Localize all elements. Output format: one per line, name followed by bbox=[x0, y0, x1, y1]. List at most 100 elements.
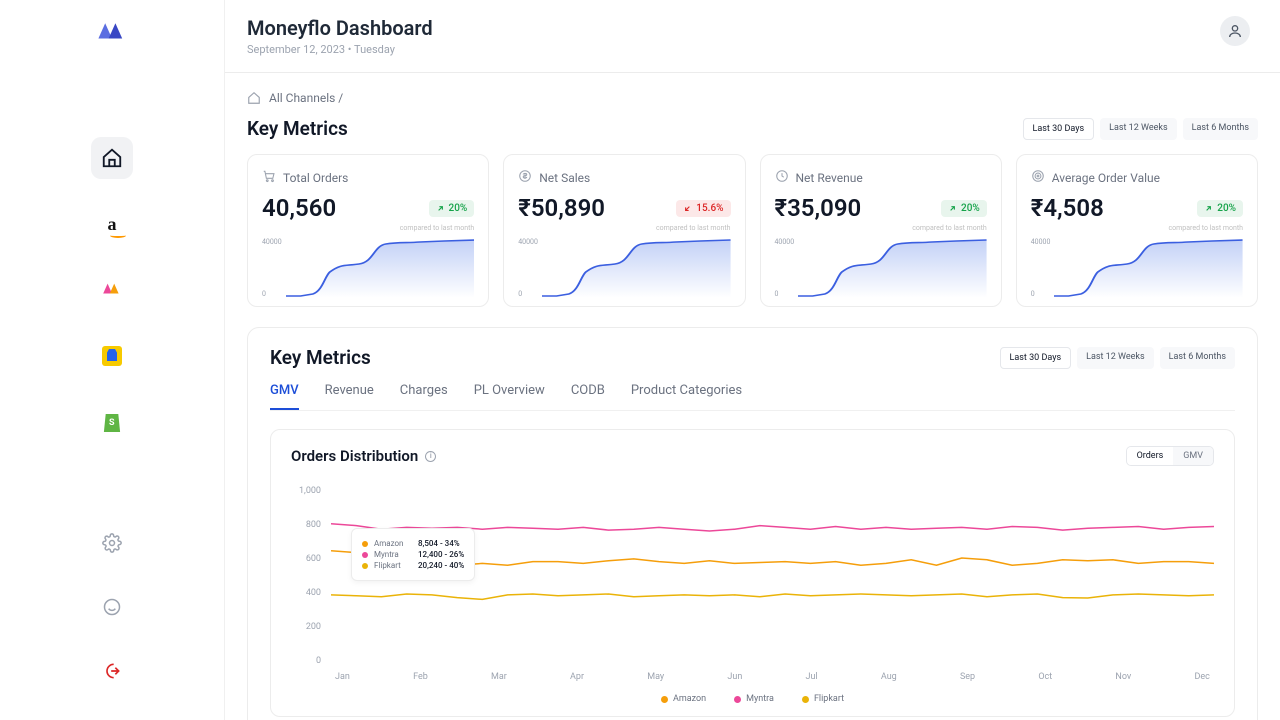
sidebar: a bbox=[0, 0, 225, 720]
plot-area: Amazon8,504 - 34% Myntra12,400 - 26% Flipk… bbox=[331, 486, 1214, 682]
nav-flipkart[interactable] bbox=[91, 335, 133, 377]
metric-value: ₹4,508 bbox=[1031, 194, 1104, 222]
x-tick: Mar bbox=[491, 672, 507, 682]
metric-delta: 15.6% bbox=[676, 200, 730, 217]
metric-label: Total Orders bbox=[262, 169, 474, 186]
nav-amazon[interactable]: a bbox=[91, 203, 133, 245]
legend-item[interactable]: Myntra bbox=[734, 694, 774, 704]
tab-product-categories[interactable]: Product Categories bbox=[631, 383, 742, 410]
toggle-orders[interactable]: Orders bbox=[1127, 447, 1174, 465]
target-icon bbox=[1031, 169, 1045, 186]
x-tick: Jun bbox=[727, 672, 742, 682]
metric-delta: 20% bbox=[941, 200, 987, 217]
range-tab[interactable]: Last 12 Weeks bbox=[1077, 347, 1154, 369]
primary-nav: a bbox=[91, 137, 133, 443]
metric-card[interactable]: Net Revenue ₹35,090 20% compared to last… bbox=[760, 154, 1002, 307]
legend-item[interactable]: Amazon bbox=[661, 694, 706, 704]
metric-compare-label: compared to last month bbox=[518, 224, 730, 232]
x-tick: Dec bbox=[1194, 672, 1209, 682]
panel-head: Key Metrics Last 30 DaysLast 12 WeeksLas… bbox=[270, 346, 1235, 369]
chart-tooltip: Amazon8,504 - 34% Myntra12,400 - 26% Flipk… bbox=[351, 528, 475, 581]
metric-label-text: Total Orders bbox=[283, 171, 348, 185]
nav-logout[interactable] bbox=[91, 650, 133, 692]
dollar-icon bbox=[518, 169, 532, 186]
amazon-icon: a bbox=[108, 214, 117, 235]
sparkline bbox=[286, 236, 475, 298]
legend-item[interactable]: Flipkart bbox=[802, 694, 844, 704]
metric-delta: 20% bbox=[429, 200, 475, 217]
info-icon[interactable]: i bbox=[425, 451, 436, 462]
x-tick: Aug bbox=[881, 672, 897, 682]
breadcrumb[interactable]: All Channels / bbox=[247, 91, 1258, 105]
logo bbox=[95, 18, 129, 42]
metric-label-text: Net Sales bbox=[539, 171, 590, 185]
chart-legend: Amazon Myntra Flipkart bbox=[291, 694, 1214, 704]
metric-label-text: Average Order Value bbox=[1052, 171, 1160, 185]
tab-pl-overview[interactable]: PL Overview bbox=[474, 383, 545, 410]
metric-card[interactable]: Net Sales ₹50,890 15.6% compared to last… bbox=[503, 154, 745, 307]
metric-compare-label: compared to last month bbox=[1031, 224, 1243, 232]
range-tab[interactable]: Last 6 Months bbox=[1160, 347, 1235, 369]
content: All Channels / Key Metrics Last 30 DaysL… bbox=[225, 73, 1280, 720]
metric-delta: 20% bbox=[1197, 200, 1243, 217]
range-tab[interactable]: Last 6 Months bbox=[1183, 118, 1258, 140]
range-tab[interactable]: Last 12 Weeks bbox=[1100, 118, 1177, 140]
series-flipkart bbox=[331, 594, 1214, 599]
user-icon bbox=[1227, 23, 1243, 39]
metric-label: Average Order Value bbox=[1031, 169, 1243, 186]
metric-card[interactable]: Total Orders 40,560 20% compared to last… bbox=[247, 154, 489, 307]
tab-charges[interactable]: Charges bbox=[400, 383, 448, 410]
x-tick: Jul bbox=[806, 672, 818, 682]
metric-value: 40,560 bbox=[262, 194, 336, 222]
x-tick: Oct bbox=[1038, 672, 1052, 682]
metric-label: Net Sales bbox=[518, 169, 730, 186]
smile-icon bbox=[102, 597, 122, 617]
panel-range-selector: Last 30 DaysLast 12 Weeks Last 6 Months bbox=[1000, 347, 1235, 369]
y-tick: 600 bbox=[291, 554, 321, 564]
page-title: Moneyflo Dashboard bbox=[247, 16, 433, 40]
metric-compare-label: compared to last month bbox=[775, 224, 987, 232]
chart-title-text: Orders Distribution bbox=[291, 447, 418, 465]
flipkart-icon bbox=[102, 346, 122, 366]
range-tab[interactable]: Last 30 Days bbox=[1000, 347, 1072, 369]
breadcrumb-text: All Channels / bbox=[269, 91, 343, 105]
x-tick: Nov bbox=[1115, 672, 1131, 682]
clock-icon bbox=[775, 169, 789, 186]
tab-revenue[interactable]: Revenue bbox=[325, 383, 374, 410]
sidebar-bottom bbox=[91, 522, 133, 702]
tab-gmv[interactable]: GMV bbox=[270, 383, 299, 410]
header: Moneyflo Dashboard September 12, 2023 • … bbox=[225, 0, 1280, 73]
home-icon bbox=[247, 91, 261, 105]
y-tick: 1,000 bbox=[291, 486, 321, 496]
chart-title: Orders Distribution i bbox=[291, 447, 436, 465]
user-avatar[interactable] bbox=[1220, 16, 1250, 46]
metric-card[interactable]: Average Order Value ₹4,508 20% compared … bbox=[1016, 154, 1258, 307]
metric-value: ₹50,890 bbox=[518, 194, 605, 222]
x-tick: Jan bbox=[335, 672, 350, 682]
metric-compare-label: compared to last month bbox=[262, 224, 474, 232]
nav-myntra[interactable] bbox=[91, 269, 133, 311]
tooltip-row: Amazon8,504 - 34% bbox=[362, 539, 464, 548]
nav-shopify[interactable] bbox=[91, 401, 133, 443]
sparkline bbox=[1054, 236, 1243, 298]
chart-toggle: OrdersGMV bbox=[1126, 446, 1214, 466]
y-tick: 800 bbox=[291, 520, 321, 530]
tab-codb[interactable]: CODB bbox=[571, 383, 605, 410]
sparkline bbox=[542, 236, 731, 298]
main: Moneyflo Dashboard September 12, 2023 • … bbox=[225, 0, 1280, 720]
x-tick: Apr bbox=[570, 672, 584, 682]
metric-label: Net Revenue bbox=[775, 169, 987, 186]
nav-home[interactable] bbox=[91, 137, 133, 179]
tooltip-row: Flipkart20,240 - 40% bbox=[362, 561, 464, 570]
x-tick: Sep bbox=[960, 672, 975, 682]
nav-settings[interactable] bbox=[91, 522, 133, 564]
y-tick: 400 bbox=[291, 588, 321, 598]
toggle-gmv[interactable]: GMV bbox=[1173, 447, 1213, 465]
nav-help[interactable] bbox=[91, 586, 133, 628]
tooltip-row: Myntra12,400 - 26% bbox=[362, 550, 464, 559]
range-tab[interactable]: Last 30 Days bbox=[1023, 118, 1095, 140]
sparkline bbox=[798, 236, 987, 298]
orders-distribution-chart: Orders Distribution i OrdersGMV 1,000 800… bbox=[270, 429, 1235, 717]
panel-tabs: GMV Revenue Charges PL Overview CODB Product … bbox=[270, 383, 1235, 411]
x-axis: JanFebMarAprMayJunJulAugSepOctNovDec bbox=[331, 672, 1214, 682]
